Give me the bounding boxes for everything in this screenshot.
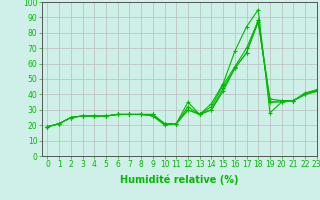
X-axis label: Humidité relative (%): Humidité relative (%) — [120, 175, 238, 185]
